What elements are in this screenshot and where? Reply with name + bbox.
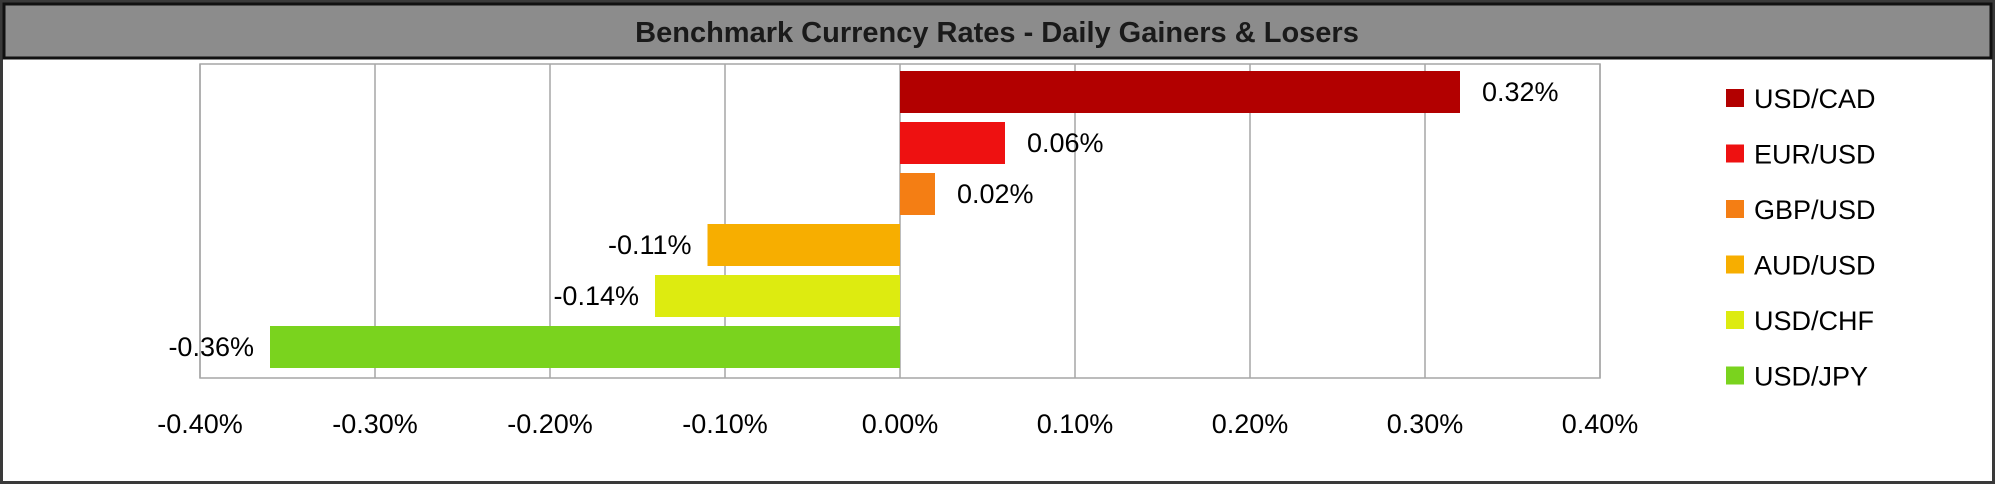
x-tick-label: 0.40% xyxy=(1562,409,1639,439)
legend-swatch xyxy=(1726,144,1744,163)
x-tick-label: -0.40% xyxy=(157,409,243,439)
data-label: 0.32% xyxy=(1482,77,1559,107)
data-label: -0.11% xyxy=(608,230,692,260)
bar-usd-cad xyxy=(900,71,1460,113)
bar-aud-usd xyxy=(707,224,900,266)
chart-title: Benchmark Currency Rates - Daily Gainers… xyxy=(635,17,1359,49)
x-tick-label: -0.20% xyxy=(507,409,593,439)
legend-label: AUD/USD xyxy=(1754,251,1876,281)
bar-usd-chf xyxy=(655,275,900,317)
legend-swatch xyxy=(1726,255,1744,274)
bar-usd-jpy xyxy=(270,326,900,368)
title-bar: Benchmark Currency Rates - Daily Gainers… xyxy=(2,2,1993,60)
bars xyxy=(270,71,1460,368)
x-tick-label: 0.10% xyxy=(1037,409,1114,439)
x-axis-tick-labels: -0.40% -0.30% -0.20% -0.10% 0.00% 0.10% 0.20% 0… xyxy=(157,409,1638,439)
legend-label: EUR/USD xyxy=(1754,140,1876,170)
legend-label: USD/JPY xyxy=(1754,362,1868,392)
legend-swatch xyxy=(1726,311,1744,329)
data-label: -0.36% xyxy=(168,332,254,362)
legend-swatch xyxy=(1726,200,1744,218)
bar-gbp-usd xyxy=(900,173,935,215)
legend-label: GBP/USD xyxy=(1754,195,1876,225)
data-label: -0.14% xyxy=(553,281,639,311)
data-label: 0.02% xyxy=(957,179,1034,209)
legend-swatch xyxy=(1726,366,1744,385)
bar-eur-usd xyxy=(900,122,1005,164)
x-tick-label: -0.10% xyxy=(682,409,768,439)
x-tick-label: 0.00% xyxy=(862,409,939,439)
legend-swatch xyxy=(1726,89,1744,107)
x-tick-label: -0.30% xyxy=(332,409,418,439)
plot-area: 0.32% 0.06% 0.02% -0.11% -0.14% -0.36% -0.40%… xyxy=(157,63,1638,439)
legend: USD/CAD EUR/USD GBP/USD AUD/USD USD/CHF USD/J… xyxy=(1726,84,1876,392)
legend-label: USD/CAD xyxy=(1754,84,1876,114)
x-tick-label: 0.30% xyxy=(1387,409,1464,439)
title-bar-background xyxy=(2,2,1993,60)
plot-area-border xyxy=(199,63,1601,379)
data-label: 0.06% xyxy=(1027,128,1104,158)
data-labels: 0.32% 0.06% 0.02% -0.11% -0.14% -0.36% xyxy=(168,77,1558,362)
x-tick-label: 0.20% xyxy=(1212,409,1289,439)
legend-label: USD/CHF xyxy=(1754,306,1874,336)
